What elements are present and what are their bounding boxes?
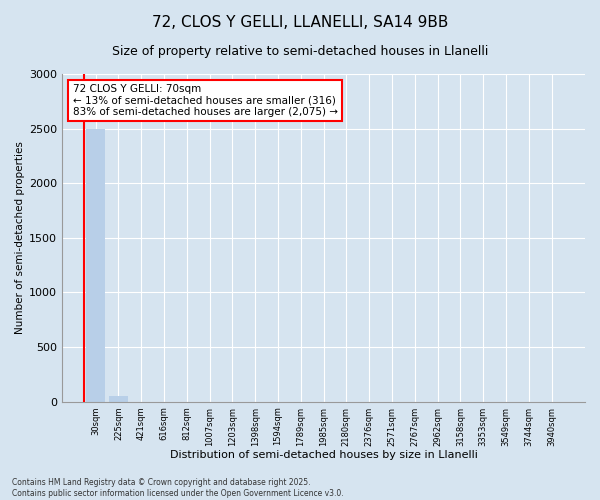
Text: Contains HM Land Registry data © Crown copyright and database right 2025.
Contai: Contains HM Land Registry data © Crown c… xyxy=(12,478,344,498)
Text: 72, CLOS Y GELLI, LLANELLI, SA14 9BB: 72, CLOS Y GELLI, LLANELLI, SA14 9BB xyxy=(152,15,448,30)
Text: 72 CLOS Y GELLI: 70sqm
← 13% of semi-detached houses are smaller (316)
83% of se: 72 CLOS Y GELLI: 70sqm ← 13% of semi-det… xyxy=(73,84,338,117)
Bar xyxy=(86,128,105,402)
Bar xyxy=(109,396,128,402)
Y-axis label: Number of semi-detached properties: Number of semi-detached properties xyxy=(15,142,25,334)
X-axis label: Distribution of semi-detached houses by size in Llanelli: Distribution of semi-detached houses by … xyxy=(170,450,478,460)
Text: Size of property relative to semi-detached houses in Llanelli: Size of property relative to semi-detach… xyxy=(112,45,488,58)
